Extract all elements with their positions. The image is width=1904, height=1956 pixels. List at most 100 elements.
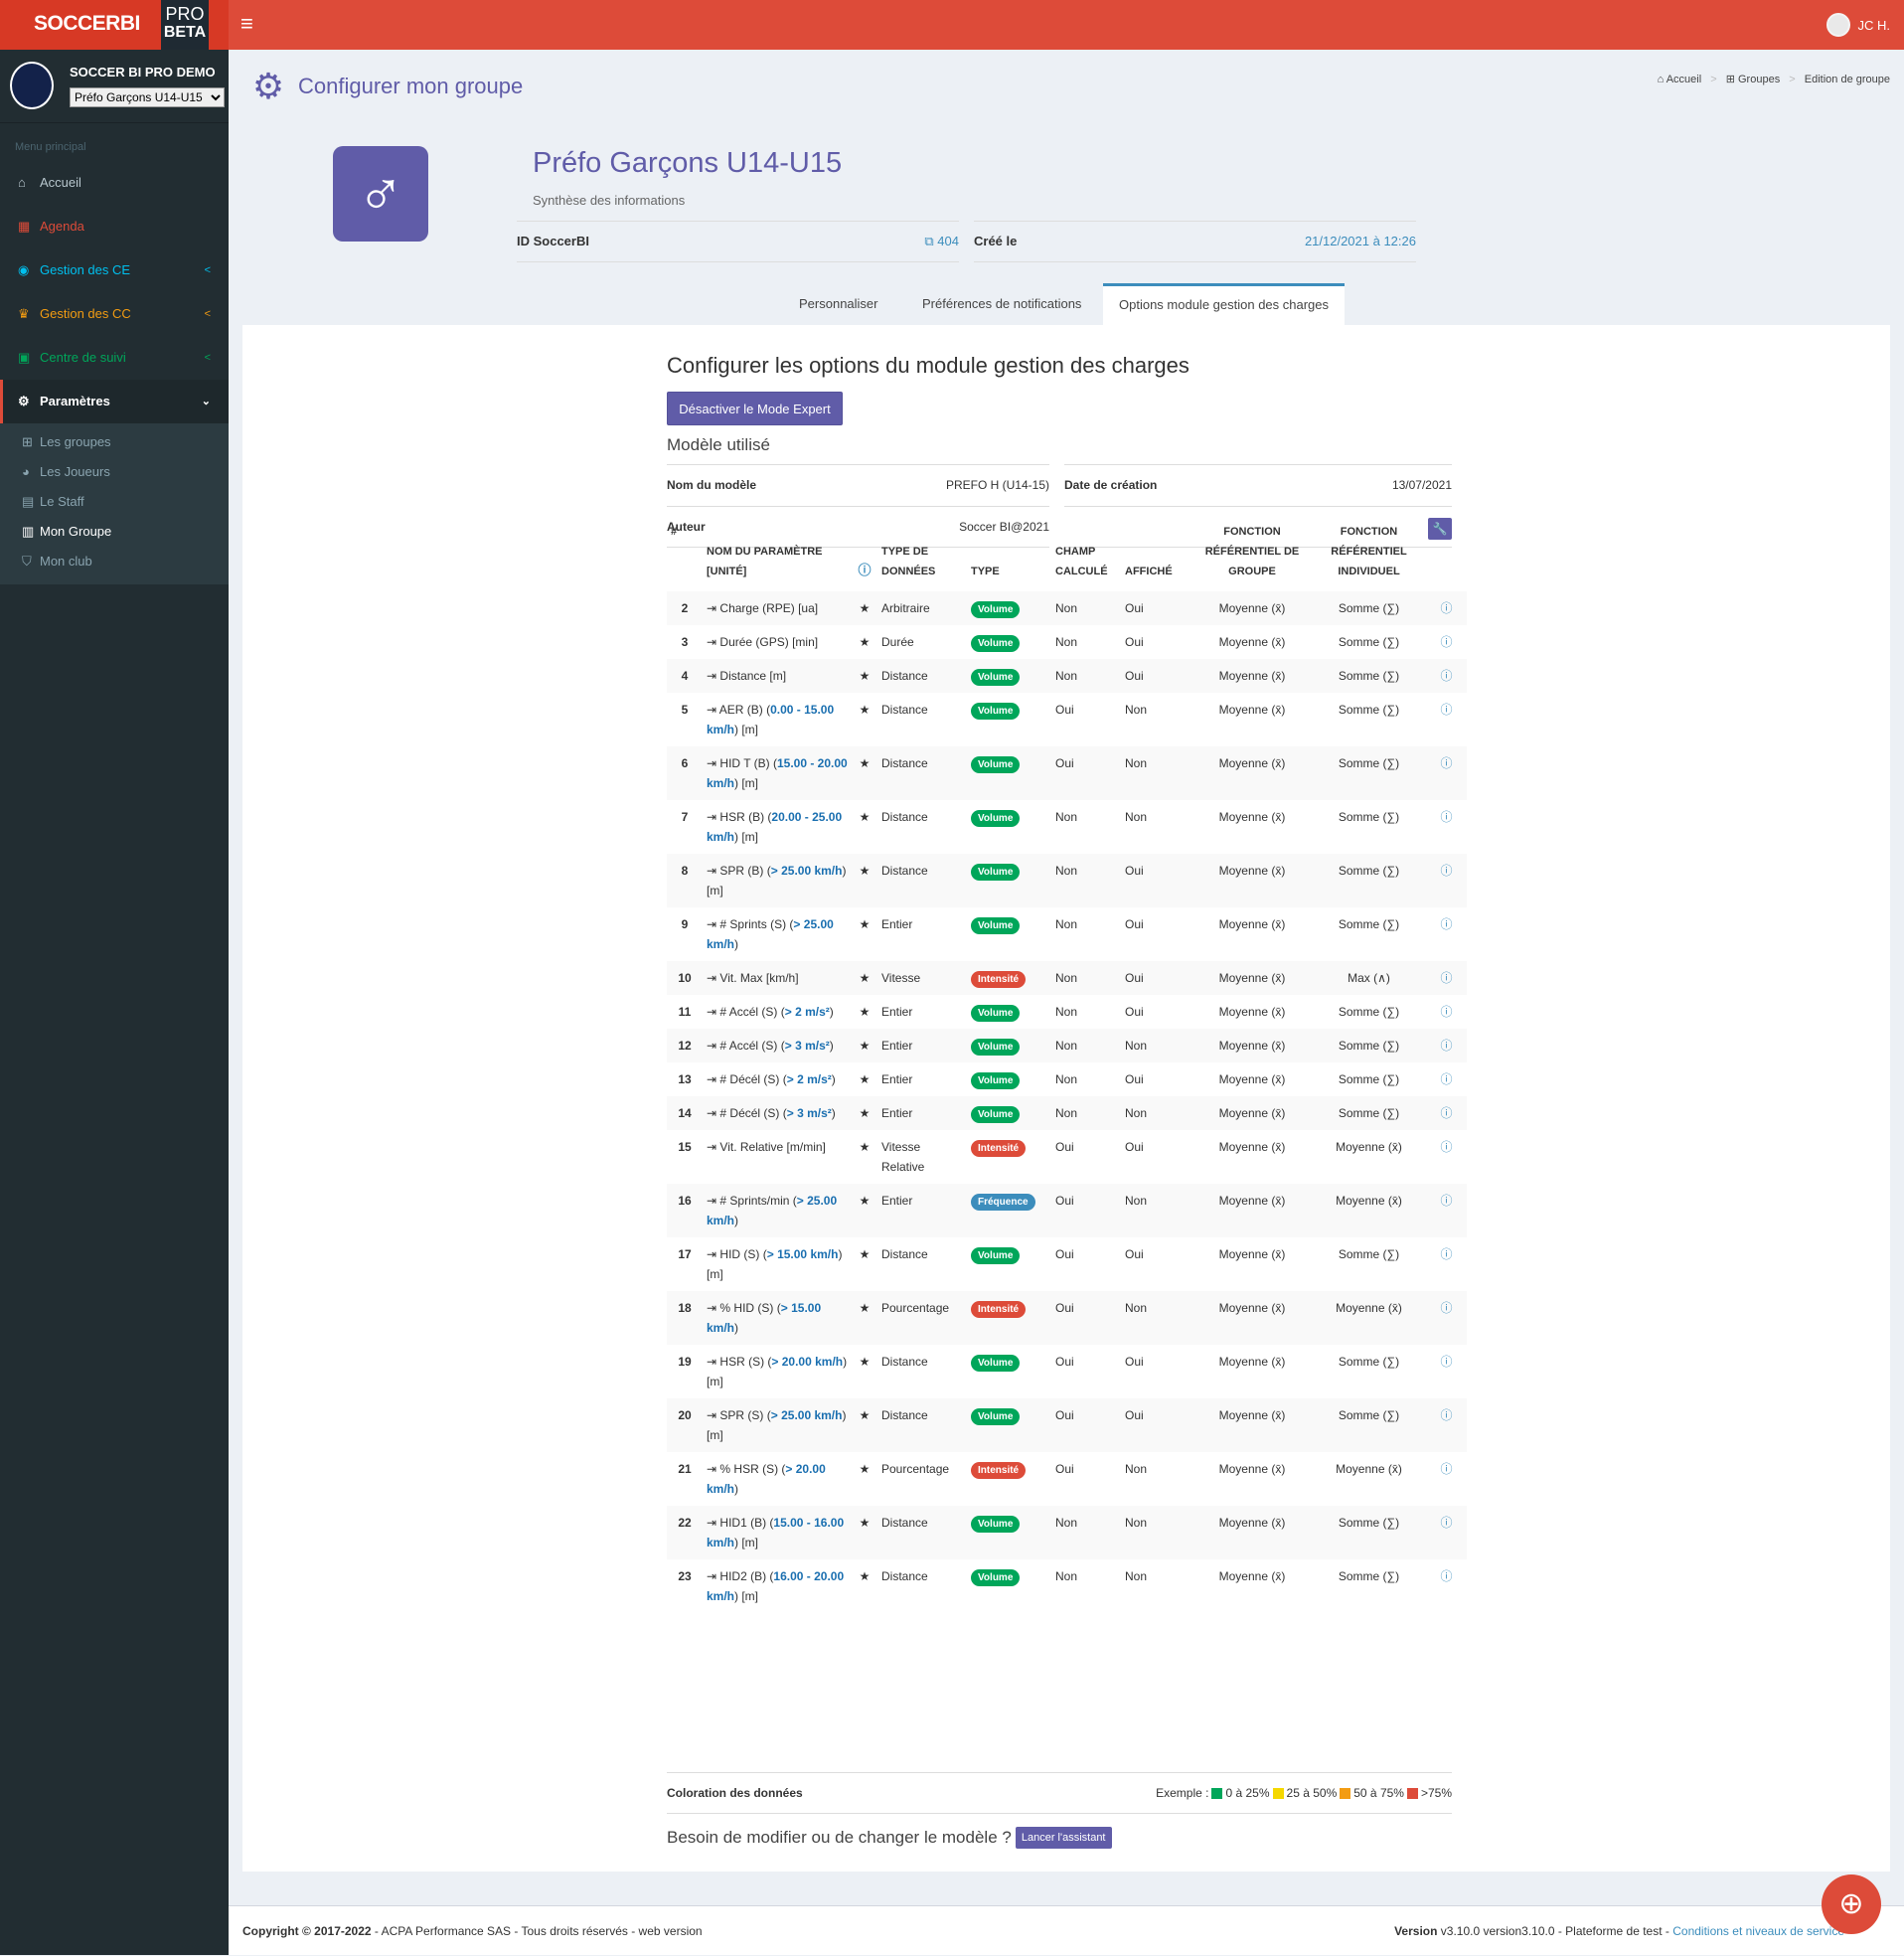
info-icon[interactable]: ⓘ: [1440, 756, 1453, 770]
type-badge: Intensité: [971, 1301, 1027, 1318]
star-icon[interactable]: ★: [859, 1106, 871, 1120]
sidebar-item-agenda[interactable]: ▦ Agenda: [0, 205, 229, 248]
breadcrumb-groupes[interactable]: Groupes: [1738, 74, 1781, 85]
row-number: 12: [678, 1039, 692, 1053]
menu-toggle-icon[interactable]: ≡: [240, 11, 253, 36]
submenu-item-les-groupes[interactable]: ⊞ Les groupes: [0, 427, 229, 457]
disable-expert-button[interactable]: Désactiver le Mode Expert: [667, 392, 843, 425]
param-unit: ) [m]: [734, 1589, 759, 1603]
submenu-item-le-staff[interactable]: ▤ Le Staff: [0, 487, 229, 517]
star-icon[interactable]: ★: [859, 1072, 871, 1086]
sidebar-item-param-tres[interactable]: ⚙ Paramètres ⌄: [0, 380, 229, 423]
star-icon[interactable]: ★: [859, 864, 871, 878]
param-calculated: Non: [1055, 864, 1078, 878]
star-icon[interactable]: ★: [859, 635, 871, 649]
breadcrumb-accueil[interactable]: Accueil: [1666, 74, 1702, 85]
user-menu[interactable]: JC H.: [1825, 13, 1890, 37]
param-data-type: Distance: [881, 669, 928, 683]
info-icon[interactable]: ⓘ: [1440, 1516, 1453, 1530]
star-icon[interactable]: ★: [859, 810, 871, 824]
info-icon[interactable]: ⓘ: [1440, 971, 1453, 985]
submenu-item-les-joueurs[interactable]: ◕ Les Joueurs: [0, 457, 229, 487]
param-label: Distance [m]: [719, 669, 787, 683]
info-icon[interactable]: ⓘ: [1440, 669, 1453, 683]
sidebar-item-gestion-des-ce[interactable]: ◉ Gestion des CE <: [0, 248, 229, 292]
star-icon[interactable]: ★: [859, 669, 871, 683]
star-icon[interactable]: ★: [859, 1039, 871, 1053]
submenu-item-label: Les Joueurs: [40, 464, 110, 479]
star-icon[interactable]: ★: [859, 971, 871, 985]
star-icon[interactable]: ★: [859, 1408, 871, 1422]
param-unit: ) [m]: [707, 1408, 847, 1442]
info-icon[interactable]: ⓘ: [1440, 917, 1453, 931]
info-icon[interactable]: ⓘ: [1440, 1462, 1453, 1476]
star-icon[interactable]: ★: [859, 1194, 871, 1208]
param-shown: Oui: [1125, 1408, 1144, 1422]
param-name: ⇥ HSR (S) (> 20.00 km/h) [m]: [703, 1345, 852, 1398]
info-icon[interactable]: ⓘ: [1440, 810, 1453, 824]
param-group-function: Moyenne (x̄): [1218, 756, 1286, 770]
copy-icon[interactable]: ⧉: [924, 234, 934, 248]
star-icon[interactable]: ★: [859, 1355, 871, 1369]
col-fgroup: FONCTION RÉFÉRENTIEL DE GROUPE: [1204, 526, 1300, 577]
param-name: ⇥ SPR (S) (> 25.00 km/h) [m]: [703, 1398, 852, 1452]
star-icon[interactable]: ★: [859, 703, 871, 717]
sidebar-item-label: Accueil: [40, 175, 81, 190]
sidebar-item-accueil[interactable]: ⌂ Accueil: [0, 161, 229, 205]
info-icon[interactable]: ⓘ: [1440, 1569, 1453, 1583]
info-icon[interactable]: ⓘ: [1440, 1355, 1453, 1369]
param-data-type: Distance: [881, 703, 928, 717]
wrench-icon[interactable]: 🔧: [1428, 518, 1452, 540]
submenu-item-mon-club[interactable]: ⛉ Mon club: [0, 547, 229, 576]
info-icon[interactable]: ⓘ: [1440, 1408, 1453, 1422]
param-unit: ): [734, 1321, 739, 1335]
info-icon[interactable]: ⓘ: [1440, 703, 1453, 717]
param-threshold: > 2 m/s²: [784, 1005, 830, 1019]
param-group-function: Moyenne (x̄): [1218, 1106, 1286, 1120]
tab-notifications[interactable]: Préférences de notifications: [922, 296, 1082, 311]
row-number: 11: [678, 1005, 692, 1019]
logo[interactable]: SOCCERBI PRO BETA: [0, 0, 229, 50]
star-icon[interactable]: ★: [859, 756, 871, 770]
star-icon[interactable]: ★: [859, 1140, 871, 1154]
param-unit: ) [m]: [707, 1355, 848, 1388]
submenu-item-mon-groupe[interactable]: ▥ Mon Groupe: [0, 517, 229, 547]
star-icon[interactable]: ★: [859, 1247, 871, 1261]
brand-pro: PRO: [165, 4, 205, 24]
param-unit: ): [734, 1214, 739, 1227]
info-icon[interactable]: ⓘ: [1440, 1039, 1453, 1053]
row-number: 8: [681, 864, 689, 878]
group-select[interactable]: Préfo Garçons U14-U15: [70, 87, 225, 107]
param-label: AER (B) (: [718, 703, 771, 717]
star-icon[interactable]: ★: [859, 1462, 871, 1476]
star-icon[interactable]: ★: [859, 601, 871, 615]
info-icon[interactable]: ⓘ: [1440, 1005, 1453, 1019]
tab-personnaliser[interactable]: Personnaliser: [799, 296, 878, 311]
info-icon[interactable]: ⓘ: [1440, 1194, 1453, 1208]
footer-terms-link[interactable]: Conditions et niveaux de service: [1672, 1924, 1844, 1938]
star-icon[interactable]: ★: [859, 1005, 871, 1019]
sidebar-item-centre-de-suivi[interactable]: ▣ Centre de suivi <: [0, 336, 229, 380]
info-icon[interactable]: ⓘ: [1440, 864, 1453, 878]
star-icon[interactable]: ★: [859, 1301, 871, 1315]
group-created-value: 21/12/2021 à 12:26: [1304, 234, 1416, 248]
param-shown: Oui: [1125, 971, 1144, 985]
info-icon[interactable]: ⓘ: [1440, 601, 1453, 615]
param-label: # Accél (S) (: [719, 1005, 785, 1019]
info-icon[interactable]: ⓘ: [1440, 1106, 1453, 1120]
sidebar-item-gestion-des-cc[interactable]: ♛ Gestion des CC <: [0, 292, 229, 336]
legend-label: 50 à 75%: [1353, 1786, 1404, 1800]
info-icon[interactable]: ⓘ: [1440, 1301, 1453, 1315]
star-icon[interactable]: ★: [859, 1516, 871, 1530]
launch-assistant-button[interactable]: Lancer l'assistant: [1015, 1827, 1112, 1849]
info-circle-icon[interactable]: ⓘ: [858, 563, 872, 577]
help-lifebuoy-icon[interactable]: ⊕: [1822, 1874, 1881, 1934]
star-icon[interactable]: ★: [859, 917, 871, 931]
star-icon[interactable]: ★: [859, 1569, 871, 1583]
info-icon[interactable]: ⓘ: [1440, 635, 1453, 649]
info-icon[interactable]: ⓘ: [1440, 1072, 1453, 1086]
param-shown: Oui: [1125, 864, 1144, 878]
info-icon[interactable]: ⓘ: [1440, 1140, 1453, 1154]
tab-gestion-charges[interactable]: Options module gestion des charges: [1103, 283, 1346, 325]
info-icon[interactable]: ⓘ: [1440, 1247, 1453, 1261]
